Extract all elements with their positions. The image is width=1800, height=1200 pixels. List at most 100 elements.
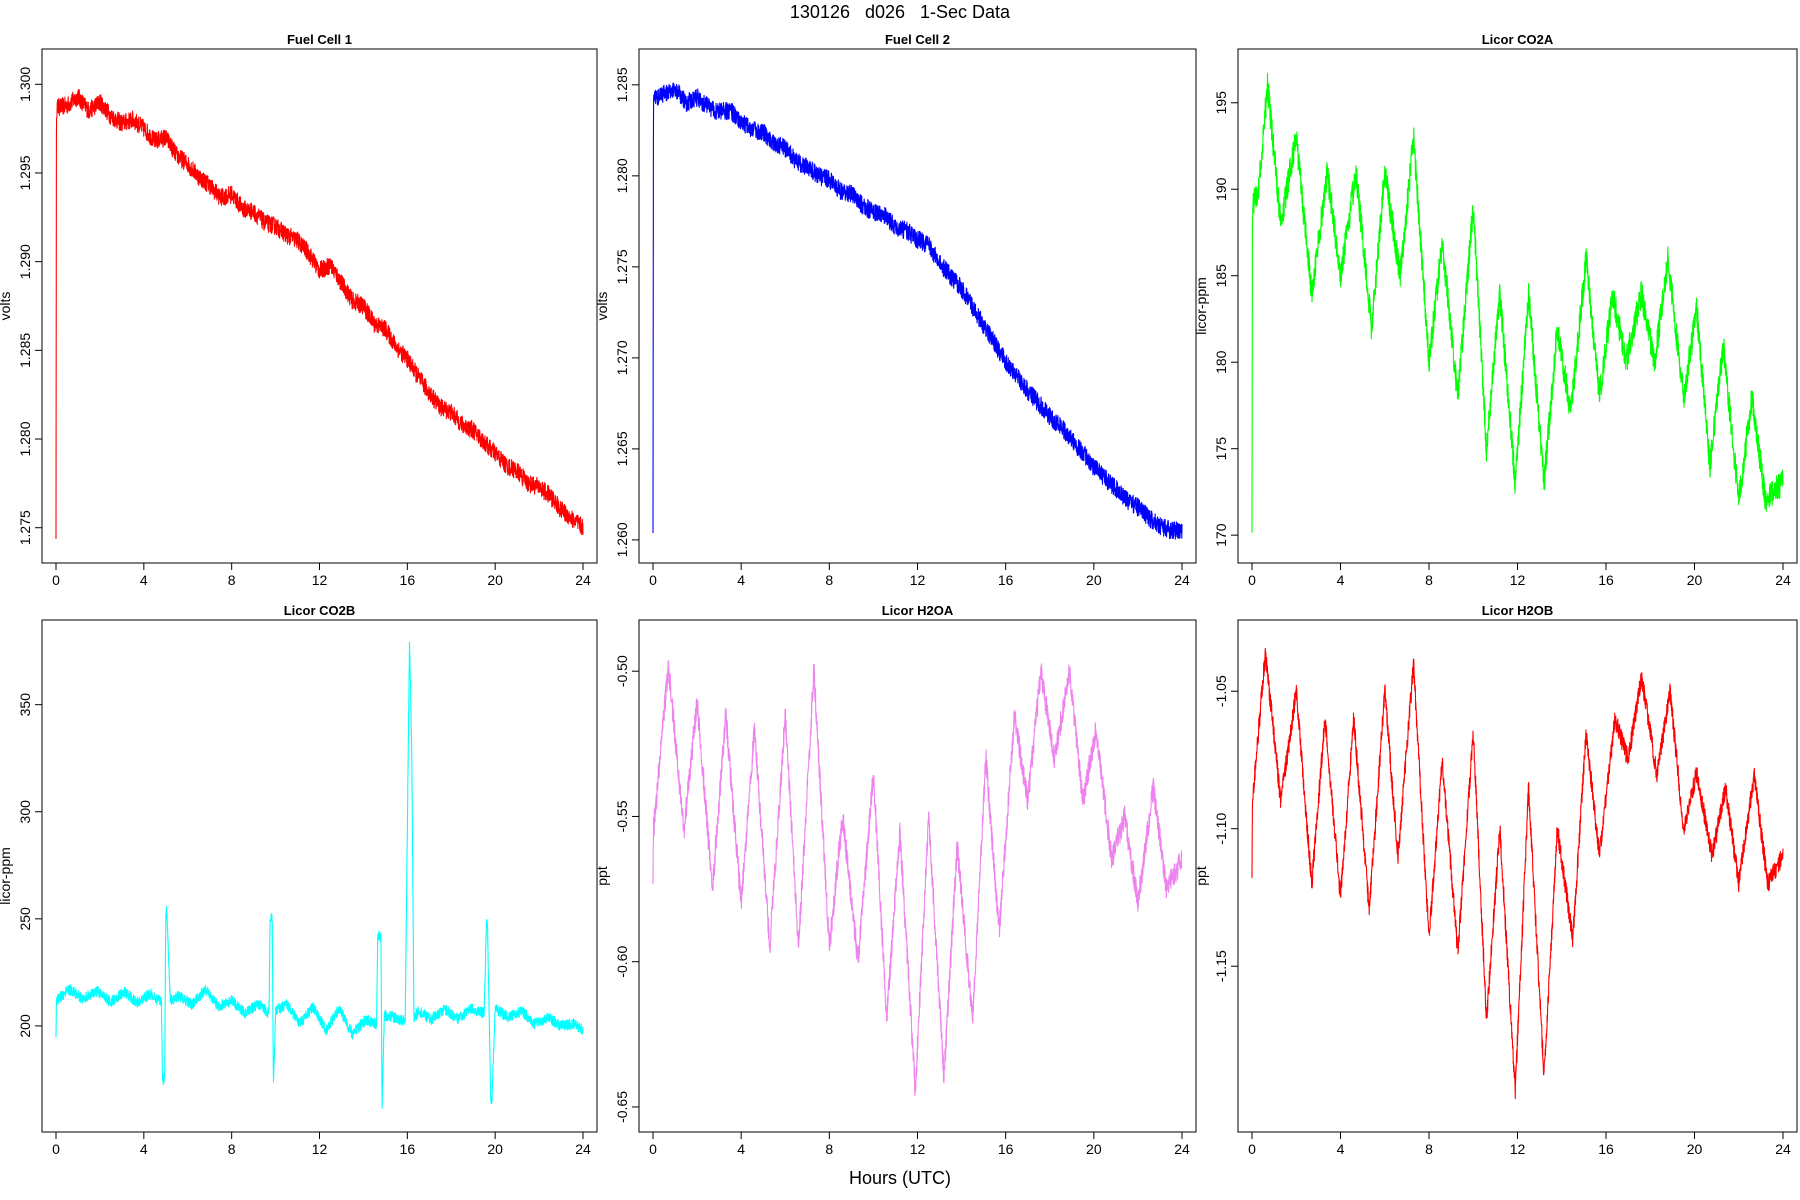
chart-panel-6: Licor H2OB ppt 0 4 8 12 16 20 24 -1.15 -1.10 -1.05 — [1193, 603, 1798, 1157]
x-tick-label: 4 — [737, 1141, 745, 1157]
chart-title: Fuel Cell 1 — [287, 32, 352, 47]
chart-title: Licor H2OA — [882, 603, 954, 618]
chart-panel-5: Licor H2OA ppt 0 4 8 12 16 20 24 -0.65 -0.60 -0.55 -… — [594, 603, 1197, 1157]
x-tick-label: 24 — [1174, 572, 1190, 588]
series-line — [55, 641, 584, 1109]
x-tick-label: 16 — [998, 572, 1014, 588]
x-tick-label: 12 — [1510, 572, 1526, 588]
x-tick-label: 0 — [649, 572, 657, 588]
y-tick-label: 350 — [17, 693, 33, 717]
x-tick-label: 24 — [1174, 1141, 1190, 1157]
x-tick-label: 0 — [1248, 572, 1256, 588]
x-tick-label: 0 — [52, 572, 60, 588]
y-tick-label: 1.275 — [17, 510, 33, 545]
chart-panel-1: Fuel Cell 1 volts 0 4 8 12 16 20 24 1.275 1.280 1.2… — [0, 32, 598, 588]
y-tick-label: 1.275 — [614, 249, 630, 284]
x-tick-label: 4 — [1337, 1141, 1345, 1157]
x-tick-label: 8 — [1425, 1141, 1433, 1157]
y-tick-label: 1.280 — [17, 421, 33, 456]
x-tick-label: 4 — [737, 572, 745, 588]
y-tick-label: 250 — [17, 907, 33, 931]
x-tick-label: 0 — [1248, 1141, 1256, 1157]
x-tick-label: 0 — [649, 1141, 657, 1157]
y-tick-label: 300 — [17, 800, 33, 824]
x-tick-label: 16 — [400, 572, 416, 588]
x-tick-label: 24 — [575, 572, 591, 588]
x-tick-label: 8 — [825, 1141, 833, 1157]
y-axis-label: volts — [0, 292, 13, 321]
x-tick-label: 8 — [825, 572, 833, 588]
x-tick-label: 4 — [140, 572, 148, 588]
x-tick-label: 8 — [1425, 572, 1433, 588]
y-axis-label: licor-ppm — [1193, 277, 1209, 335]
chart-panel-4: Licor CO2B licor-ppm 0 4 8 12 16 20 24 200 250 300 3… — [0, 603, 598, 1157]
chart-panel-3: Licor CO2A licor-ppm 0 4 8 12 16 20 24 170 175 180 1… — [1193, 32, 1798, 588]
y-tick-label: 1.285 — [17, 333, 33, 368]
chart-title: Licor CO2A — [1482, 32, 1554, 47]
x-tick-label: 16 — [400, 1141, 416, 1157]
x-axis-label: Hours (UTC) — [849, 1168, 951, 1188]
x-tick-label: 12 — [1510, 1141, 1526, 1157]
chart-title: Licor H2OB — [1482, 603, 1554, 618]
y-axis-label: volts — [594, 292, 610, 321]
x-tick-label: 16 — [998, 1141, 1014, 1157]
y-tick-label: 190 — [1213, 177, 1229, 201]
x-tick-label: 20 — [487, 1141, 503, 1157]
y-tick-label: 180 — [1213, 350, 1229, 374]
x-tick-label: 24 — [575, 1141, 591, 1157]
y-tick-label: 1.280 — [614, 158, 630, 193]
x-tick-label: 4 — [1337, 572, 1345, 588]
y-tick-label: 1.300 — [17, 67, 33, 102]
chart-panel-2: Fuel Cell 2 volts 0 4 8 12 16 20 24 1.260 1.265 1.2… — [594, 32, 1197, 588]
y-tick-label: -1.05 — [1213, 675, 1229, 707]
y-tick-label: -0.65 — [614, 1091, 630, 1123]
x-tick-label: 12 — [312, 572, 328, 588]
y-tick-label: 185 — [1213, 264, 1229, 288]
x-tick-label: 0 — [52, 1141, 60, 1157]
figure-title: 130126 d026 1-Sec Data — [789, 2, 1011, 22]
chart-title: Fuel Cell 2 — [885, 32, 950, 47]
y-tick-label: 1.285 — [614, 67, 630, 102]
chart-title: Licor CO2B — [284, 603, 356, 618]
y-tick-label: -0.55 — [614, 800, 630, 832]
y-axis-label: ppt — [1193, 866, 1209, 886]
x-tick-label: 20 — [1687, 1141, 1703, 1157]
y-tick-label: 200 — [17, 1014, 33, 1038]
x-tick-label: 8 — [228, 1141, 236, 1157]
x-tick-label: 12 — [910, 1141, 926, 1157]
y-tick-label: 175 — [1213, 437, 1229, 461]
plot-frame — [41, 619, 598, 1133]
plot-frame — [1237, 48, 1798, 564]
x-tick-label: 12 — [312, 1141, 328, 1157]
y-tick-label: 1.270 — [614, 340, 630, 375]
y-tick-label: -0.50 — [614, 655, 630, 687]
x-tick-label: 12 — [910, 572, 926, 588]
x-tick-label: 4 — [140, 1141, 148, 1157]
y-tick-label: -1.10 — [1213, 813, 1229, 845]
y-tick-label: 170 — [1213, 523, 1229, 547]
x-tick-label: 24 — [1775, 1141, 1791, 1157]
y-tick-label: 195 — [1213, 91, 1229, 115]
series-line — [652, 659, 1183, 1097]
y-tick-label: 1.265 — [614, 431, 630, 466]
y-tick-label: -1.15 — [1213, 950, 1229, 982]
y-tick-label: 1.295 — [17, 155, 33, 190]
y-tick-label: -0.60 — [614, 946, 630, 978]
x-tick-label: 8 — [228, 572, 236, 588]
series-line — [652, 82, 1183, 540]
x-tick-label: 20 — [1687, 572, 1703, 588]
y-tick-label: 1.290 — [17, 244, 33, 279]
series-line — [55, 88, 584, 539]
x-tick-label: 16 — [1598, 572, 1614, 588]
x-tick-label: 16 — [1598, 1141, 1614, 1157]
x-tick-label: 20 — [1086, 572, 1102, 588]
y-tick-label: 1.260 — [614, 522, 630, 557]
x-tick-label: 24 — [1775, 572, 1791, 588]
x-tick-label: 20 — [1086, 1141, 1102, 1157]
x-tick-label: 20 — [487, 572, 503, 588]
y-axis-label: licor-ppm — [0, 847, 13, 905]
y-axis-label: ppt — [594, 866, 610, 886]
series-line — [1251, 72, 1784, 534]
series-line — [1251, 647, 1784, 1100]
